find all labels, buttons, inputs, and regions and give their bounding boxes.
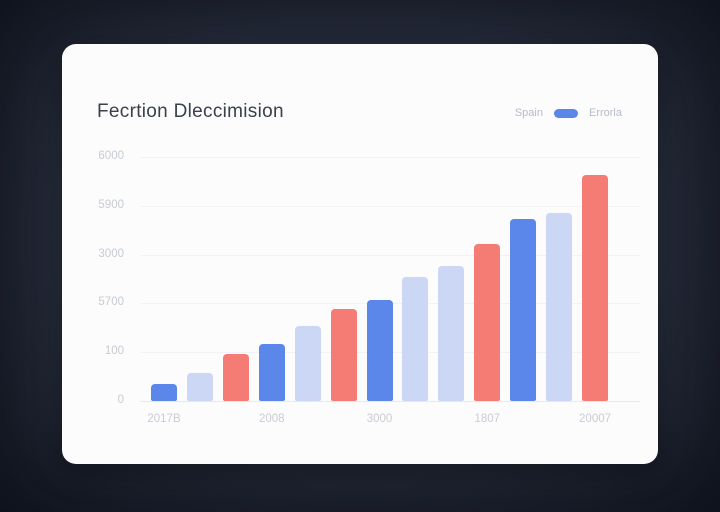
y-axis-tick-label: 5700	[98, 296, 124, 309]
x-axis-tick-label: 3000	[366, 413, 393, 425]
bar-2	[186, 373, 213, 401]
x-axis-tick-label: 2008	[258, 413, 285, 425]
bar-8	[402, 277, 429, 401]
y-axis-tick-label: 100	[104, 345, 124, 358]
legend-item-errorla[interactable]: Errorla	[588, 107, 622, 119]
bar-4	[258, 344, 285, 401]
legend-item-spain[interactable]: Spain	[514, 107, 543, 119]
y-axis-tick-label: 5900	[98, 198, 124, 211]
gridline	[140, 401, 640, 402]
x-axis-tick-label: 2017B	[147, 413, 181, 425]
bar-7	[366, 300, 393, 401]
bar-5	[294, 326, 321, 401]
y-axis-tick-label: 3000	[98, 247, 124, 260]
legend-swatch-icon	[553, 108, 578, 118]
bar-12	[546, 213, 573, 401]
gridline	[140, 205, 640, 207]
bar-9	[438, 266, 465, 401]
gridline	[140, 254, 640, 256]
y-axis-tick-label: 6000	[98, 150, 124, 162]
bar-3	[222, 354, 249, 401]
chart-card: Fecrtion Dleccimision Spain Errorla 6000…	[62, 44, 658, 464]
bar-6	[330, 309, 357, 401]
plot-area: 6000 5900 3000 5700 100 0 2017B 2008 3000 1807 200…	[98, 150, 640, 425]
x-axis-tick-label: 1807	[474, 413, 501, 425]
chart-title: Fecrtion Dleccimision	[97, 101, 284, 122]
y-axis-tick-label: 0	[117, 394, 124, 406]
bar-1	[151, 384, 177, 401]
gridline	[140, 157, 640, 158]
bar-11	[510, 219, 537, 401]
chart-legend: Spain Errorla	[515, 107, 622, 119]
bar-13	[582, 175, 609, 401]
x-axis-tick-label: 20007	[579, 413, 612, 425]
bar-10	[474, 244, 501, 401]
